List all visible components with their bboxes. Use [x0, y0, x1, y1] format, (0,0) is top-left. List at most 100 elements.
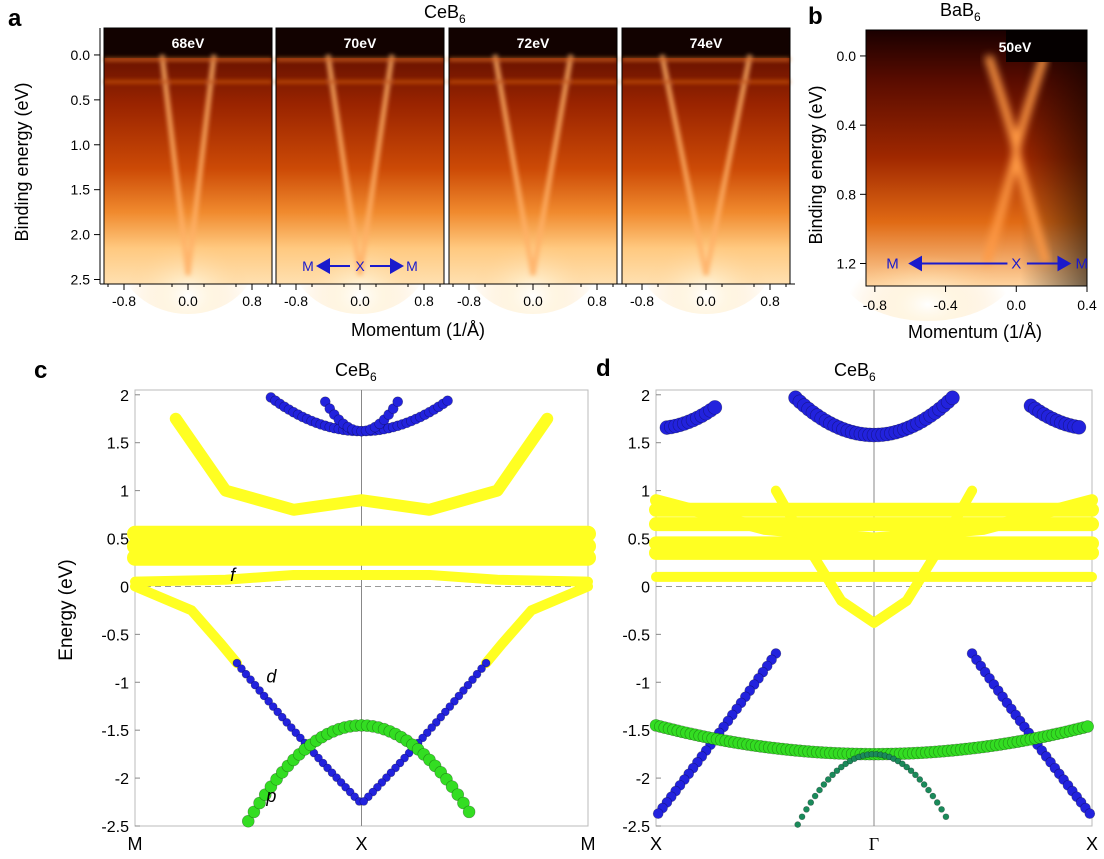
arpes-header-dark — [104, 28, 272, 58]
p-band-inner — [794, 750, 950, 828]
x-tick-label: 0.0 — [523, 293, 543, 309]
band-point — [916, 776, 924, 783]
d-band-top — [788, 390, 960, 443]
k-point-label: X — [1086, 834, 1098, 854]
dir-label-x: X — [355, 258, 365, 274]
arpes-image: 74eV — [621, 27, 791, 314]
band-point — [392, 396, 404, 408]
band-point — [255, 686, 264, 695]
arpes-image: 72eV — [448, 27, 618, 314]
band-point — [833, 767, 841, 775]
arpes-bands — [982, 54, 1051, 265]
y-tick-label: 0.5 — [71, 92, 91, 108]
y-tick-label: -1.5 — [101, 723, 129, 740]
band-point — [933, 799, 941, 806]
y-tick-label: -1 — [636, 675, 650, 692]
panel-b: b BaB6 Binding energy (eV) Momentum (1/Å… — [806, 0, 1097, 342]
d-band-left — [232, 658, 364, 806]
panel-label-d: d — [596, 355, 611, 382]
arpes-header-dark — [622, 28, 790, 58]
f-band — [481, 581, 593, 669]
arpes-bands — [104, 54, 272, 276]
band-point — [250, 680, 260, 690]
x-tick-label: 0.0 — [696, 293, 716, 309]
d-band-right — [966, 648, 1096, 819]
band-point — [445, 702, 455, 711]
band-point — [237, 664, 246, 673]
band-point — [463, 680, 473, 690]
k-point-label: X — [650, 834, 662, 854]
orbital-label-d: d — [266, 666, 277, 686]
band-point — [912, 771, 919, 779]
band-point — [431, 718, 441, 727]
y-tick-label: -0.5 — [101, 627, 129, 644]
arpes-frame — [865, 29, 1088, 287]
f-band — [650, 494, 1098, 545]
y-tick-label: 1.5 — [628, 436, 650, 453]
band-point — [1084, 808, 1096, 819]
band-point — [899, 760, 906, 768]
panel-a-title: CeB6 — [424, 2, 466, 26]
arpes-band-right — [185, 54, 217, 276]
y-tick-label: 2.5 — [71, 272, 91, 288]
band-point — [264, 697, 273, 706]
band-point — [798, 813, 806, 821]
arpes-header-dark — [276, 28, 444, 58]
y-tick-label: 0.0 — [71, 47, 91, 63]
band-point — [462, 805, 476, 819]
band-point — [472, 669, 482, 679]
dir-label-x: X — [1011, 256, 1021, 273]
band-point — [459, 686, 468, 695]
band-point — [442, 395, 453, 407]
x-tick-label: -0.8 — [112, 293, 136, 309]
band-point — [291, 728, 301, 738]
band-point — [286, 723, 296, 732]
y-tick-label: -1.5 — [622, 723, 650, 740]
f-band — [130, 569, 593, 587]
band-point — [903, 763, 911, 771]
band-point — [816, 786, 823, 794]
panel-a: a CeB6 Binding energy (eV) Momentum (1/Å… — [8, 2, 795, 340]
band-point — [457, 796, 470, 810]
band-point — [652, 808, 664, 819]
band-point — [253, 796, 266, 810]
band-plot-d: 21.510.50-0.5-1-1.5-2-2.5X Γ X — [622, 388, 1099, 854]
x-tick-label: 0.4 — [1077, 297, 1097, 313]
band-point — [451, 788, 465, 801]
x-tick-label: -0.8 — [284, 293, 308, 309]
d-band-edge — [1023, 398, 1087, 435]
band-point — [241, 814, 255, 828]
arpes-image-group: 68eV 70eV 72eV 74eV — [103, 27, 791, 314]
energy-label: 50eV — [999, 39, 1032, 55]
y-tick-label: 1.5 — [107, 436, 129, 453]
band-point — [481, 658, 491, 668]
k-point-label: M — [128, 834, 143, 854]
x-tick-label: -0.8 — [457, 293, 481, 309]
f-band-line — [130, 569, 593, 587]
y-tick-label: -2.5 — [101, 819, 129, 836]
y-tick-label: 0 — [120, 579, 129, 596]
y-tick-label: -2 — [636, 771, 650, 788]
arpes-band-left — [159, 54, 191, 276]
panel-c-title: CeB6 — [335, 360, 377, 384]
y-tick-label: -0.5 — [622, 627, 650, 644]
band-point — [907, 767, 915, 775]
arpes-image: 68eV — [103, 27, 273, 314]
arpes-header-dark — [449, 28, 617, 58]
panel-a-ylabel: Binding energy (eV) — [12, 82, 32, 241]
y-tick-label: 1.2 — [837, 256, 857, 272]
band-point — [232, 658, 242, 668]
x-tick-label: 0.0 — [350, 293, 370, 309]
band-point — [920, 781, 928, 788]
band-point — [824, 776, 832, 783]
panel-c-ylabel: Energy (eV) — [56, 559, 77, 660]
x-tick-label: 0.8 — [242, 293, 262, 309]
y-tick-label: 1.0 — [71, 137, 91, 153]
band-point — [422, 728, 432, 738]
dir-label-m: M — [406, 258, 418, 274]
p-band — [241, 719, 476, 828]
p-band — [649, 719, 1094, 761]
band-point — [454, 691, 464, 701]
band-point — [247, 805, 261, 819]
x-tick-label: 0.8 — [760, 293, 780, 309]
